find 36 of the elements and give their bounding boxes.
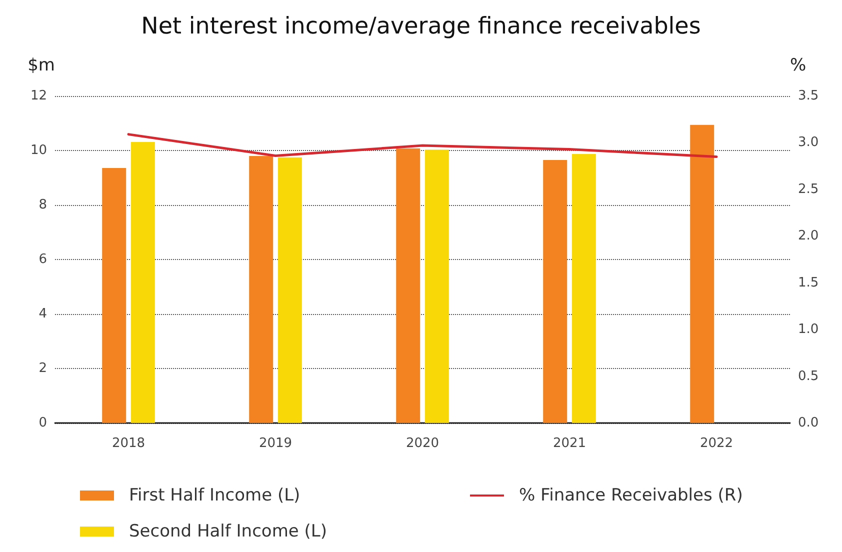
line-series (127, 133, 718, 158)
chart-title: Net interest income/average finance receivables (141, 14, 701, 40)
bar (396, 148, 420, 423)
y2-tick-label: 2.0 (798, 228, 819, 244)
bar (424, 150, 449, 423)
x-tick-label: 2019 (258, 436, 292, 451)
y-tick-label: 6 (38, 252, 47, 267)
y2-tick-label: 1.0 (798, 322, 819, 338)
bar (278, 157, 302, 423)
y-tick-label: 4 (38, 306, 47, 322)
y2-tick-label: 1.5 (798, 275, 819, 290)
bar (102, 168, 126, 423)
x-tick-label: 2020 (406, 436, 440, 451)
legend-label: First Half Income (L) (129, 486, 300, 506)
y2-tick-label: 3.0 (798, 135, 819, 150)
y2-axis-title: % (790, 56, 806, 76)
bar (249, 156, 274, 423)
bar (690, 124, 714, 423)
x-tick-label: 2018 (112, 436, 146, 451)
y-tick-label: 0 (38, 416, 47, 430)
y-tick-label: 2 (38, 361, 47, 376)
x-tick-label: 2022 (700, 436, 734, 451)
y-axis-title: $m (28, 56, 55, 76)
y2-tick-label: 0.0 (798, 416, 819, 430)
bar (130, 142, 155, 423)
y2-tick-label: 2.5 (798, 182, 819, 197)
y2-tick-label: 0.5 (798, 368, 819, 384)
y-tick-label: 12 (30, 88, 47, 104)
legend-label: Second Half Income (L) (129, 522, 327, 542)
y2-tick-label: 3.5 (798, 88, 819, 104)
legend-label: % Finance Receivables (R) (519, 486, 743, 506)
bar (572, 154, 596, 423)
bar (543, 160, 568, 423)
y-tick-label: 10 (30, 143, 47, 158)
x-tick-label: 2021 (552, 436, 586, 451)
y-tick-label: 8 (38, 198, 47, 212)
